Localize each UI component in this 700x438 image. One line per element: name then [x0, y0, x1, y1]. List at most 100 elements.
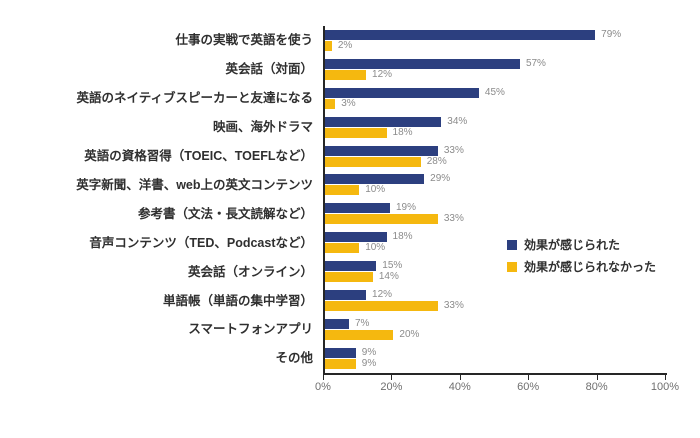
category-label: その他 [275, 351, 313, 366]
bar-group: 7% 20% [325, 315, 667, 344]
bar-series-1 [325, 301, 438, 312]
bar-series-0 [325, 116, 442, 127]
bar-series-0 [325, 174, 425, 185]
bar-row: 12% [325, 68, 667, 80]
bar-row: 14% [325, 271, 667, 283]
bar-value-label: 10% [365, 242, 386, 254]
bar-row: 20% [325, 329, 667, 341]
bar-series-0 [325, 58, 520, 69]
bar-row: 7% [325, 318, 667, 330]
bar-series-0 [325, 87, 479, 98]
bar-row: 18% [325, 231, 667, 243]
bar-series-1 [325, 358, 356, 369]
bar-value-label: 7% [354, 318, 370, 330]
bar-row: 9% [325, 347, 667, 358]
bar-value-label: 29% [430, 173, 451, 185]
bar-row: 45% [325, 86, 667, 98]
x-axis-tick-label: 0% [315, 381, 331, 393]
bar-series-1 [325, 272, 373, 283]
bar-value-label: 2% [337, 39, 353, 51]
x-axis-tick-mark [323, 375, 324, 380]
bar-value-label: 12% [372, 68, 393, 80]
x-axis-tick-mark [391, 375, 393, 380]
bar-group: 45% 3% [325, 84, 667, 113]
category-label: 英会話（対面） [225, 62, 313, 77]
bar-value-label: 15% [382, 260, 403, 272]
x-axis-tick-label: 60% [517, 381, 540, 393]
bar-series-1 [325, 40, 332, 51]
bar-group: 19% 33% [325, 199, 667, 228]
bar-group: 57% 12% [325, 55, 667, 84]
bar-row: 10% [325, 184, 667, 196]
bar-series-1 [325, 214, 438, 225]
category-label: 映画、海外ドラマ [212, 119, 313, 134]
bar-group: 79% 2% [325, 26, 667, 55]
bar-value-label: 20% [399, 329, 420, 341]
bar-series-0 [325, 232, 387, 243]
legend-item: 効果が感じられた [507, 239, 656, 251]
bar-value-label: 34% [447, 115, 468, 127]
bar-series-1 [325, 69, 367, 80]
bar-value-label: 19% [395, 202, 416, 214]
bar-value-label: 33% [443, 144, 464, 156]
legend-swatch-icon [507, 240, 517, 250]
bar-row: 2% [325, 39, 667, 51]
bar-group: 9% 9% [325, 344, 667, 373]
legend-swatch-icon [507, 262, 517, 272]
x-axis-tick-mark [665, 375, 666, 380]
category-label: 単語帳（単語の集中学習） [162, 293, 313, 308]
legend-label: 効果が感じられなかった [524, 260, 657, 274]
bar-value-label: 33% [443, 213, 464, 225]
bar-value-label: 28% [426, 155, 447, 167]
bar-group: 34% 18% [325, 113, 667, 142]
bar-value-label: 14% [378, 271, 399, 283]
bar-series-0 [325, 145, 438, 156]
bar-series-1 [325, 127, 387, 138]
bar-value-label: 18% [392, 231, 413, 243]
bar-group: 15% 14% [325, 257, 667, 286]
category-label: 参考書（文法・長文読解など） [137, 206, 313, 221]
bar-value-label: 10% [365, 184, 386, 196]
bar-series-0 [325, 203, 390, 214]
bar-row: 3% [325, 97, 667, 109]
category-label: 英語のネイティブスピーカーと友達になる [76, 91, 313, 106]
bar-value-label: 33% [443, 300, 464, 312]
bar-series-1 [325, 156, 421, 167]
bar-value-label: 12% [372, 289, 393, 301]
bar-row: 18% [325, 126, 667, 138]
bar-series-1 [325, 243, 360, 254]
bar-value-label: 79% [601, 28, 622, 40]
bar-row: 33% [325, 300, 667, 312]
category-label: 音声コンテンツ（TED、Podcastなど） [89, 235, 313, 250]
bar-value-label: 45% [484, 86, 505, 98]
bar-row: 57% [325, 57, 667, 69]
bar-series-0 [325, 261, 377, 272]
bar-value-label: 3% [341, 97, 356, 109]
bar-series-0 [325, 319, 349, 330]
bar-group: 33% 28% [325, 142, 667, 171]
plot-area: 79% 2% 57% 12% 45% 3% 34% 18% 33% 28% 29% 10% 19% 33%… [323, 26, 667, 375]
category-labels: 仕事の実戦で英語を使う 英会話（対面） 英語のネイティブスピーカーと友達になる 映画、… [0, 26, 313, 373]
legend: 効果が感じられた効果が感じられなかった [507, 239, 656, 273]
bar-row: 10% [325, 242, 667, 254]
bar-group: 29% 10% [325, 171, 667, 200]
bar-value-label: 9% [361, 357, 377, 369]
x-axis-tick-label: 100% [650, 381, 680, 393]
bar-row: 28% [325, 155, 667, 167]
bar-group: 18% 10% [325, 228, 667, 257]
x-axis-tick-label: 20% [380, 381, 403, 393]
bar-row: 19% [325, 202, 667, 214]
bar-row: 9% [325, 357, 667, 369]
bar-series-1 [325, 98, 336, 109]
bar-series-1 [325, 330, 394, 341]
bar-row: 33% [325, 144, 667, 156]
bar-row: 29% [325, 173, 667, 185]
bar-row: 12% [325, 289, 667, 301]
bar-value-label: 57% [525, 57, 546, 69]
bar-value-label: 18% [392, 126, 413, 138]
bar-series-1 [325, 185, 360, 196]
x-axis-tick-label: 80% [585, 381, 608, 393]
x-axis-tick-mark [528, 375, 530, 380]
x-axis-tick-mark [596, 375, 598, 380]
